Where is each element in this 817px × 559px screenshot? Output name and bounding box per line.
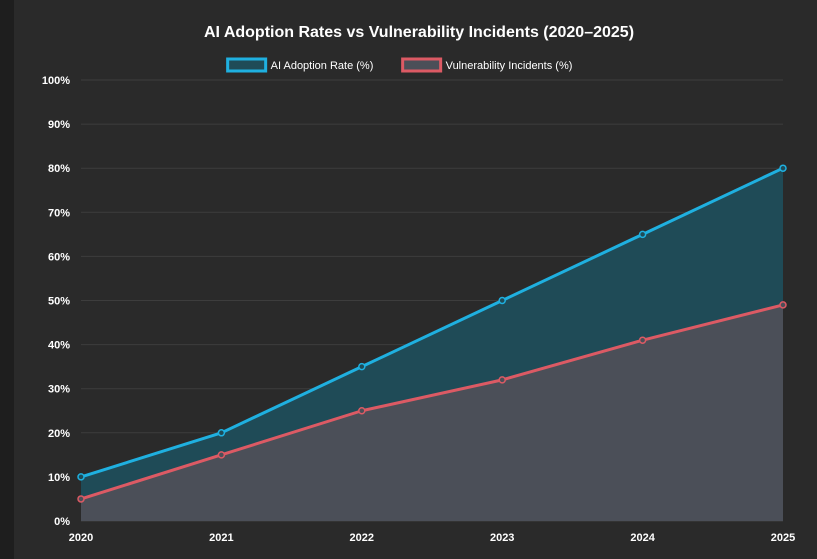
legend-item-1[interactable]: Vulnerability Incidents (%) (401, 57, 573, 73)
y-tick-label: 0% (54, 516, 70, 528)
axis-layer: 0% 10% 20% 30% 40% 50% 60% 70% 80% 90% 100% 2020 202… (42, 75, 795, 544)
series-0-point (217, 429, 226, 437)
series-1-line (80, 303, 784, 501)
x-tick-label: 2022 (350, 532, 374, 544)
y-tick-label: 50% (48, 296, 70, 308)
x-tick-label: 2025 (771, 532, 795, 544)
legend-item-0[interactable]: AI Adoption Rate (%) (226, 57, 374, 73)
legend-label[interactable]: AI Adoption Rate (%) (271, 60, 374, 72)
legend-swatch[interactable] (401, 57, 443, 73)
y-tick-label: 100% (42, 75, 70, 87)
series-0-point (638, 230, 647, 239)
x-tick-label: 2023 (490, 532, 514, 544)
series-0-point (498, 296, 506, 305)
series-1-point (498, 376, 506, 384)
series-0-point (358, 362, 366, 371)
series-1-point (638, 336, 647, 344)
x-tick-label: 2021 (209, 532, 233, 544)
window-edge (0, 0, 14, 559)
y-tick-label: 90% (48, 119, 70, 131)
point-layer (77, 164, 787, 503)
y-tick-label: 10% (48, 472, 70, 484)
legend[interactable]: AI Adoption Rate (%) Vulnerability Incide… (226, 57, 573, 73)
series-0-point (77, 473, 85, 481)
legend-swatch[interactable] (226, 57, 268, 73)
series-1-point (358, 407, 366, 415)
y-tick-label: 40% (48, 340, 70, 352)
y-tick-label: 30% (48, 384, 70, 396)
y-tick-label: 60% (48, 251, 70, 263)
series-1-point (217, 451, 226, 459)
series-1-point (77, 495, 85, 503)
x-tick-label: 2020 (69, 532, 93, 544)
series-1-point (779, 301, 787, 309)
y-tick-label: 70% (48, 207, 70, 219)
area-layer (81, 168, 783, 521)
series-0-line (80, 166, 784, 479)
series-0-point (779, 164, 787, 172)
series-1-area (81, 304, 783, 521)
chart-title: AI Adoption Rates vs Vulnerability Incid… (204, 24, 634, 41)
x-tick-label: 2024 (630, 532, 655, 544)
y-tick-label: 80% (48, 163, 70, 175)
line-layer (80, 166, 784, 501)
y-tick-label: 20% (48, 428, 70, 440)
legend-label[interactable]: Vulnerability Incidents (%) (446, 60, 573, 72)
